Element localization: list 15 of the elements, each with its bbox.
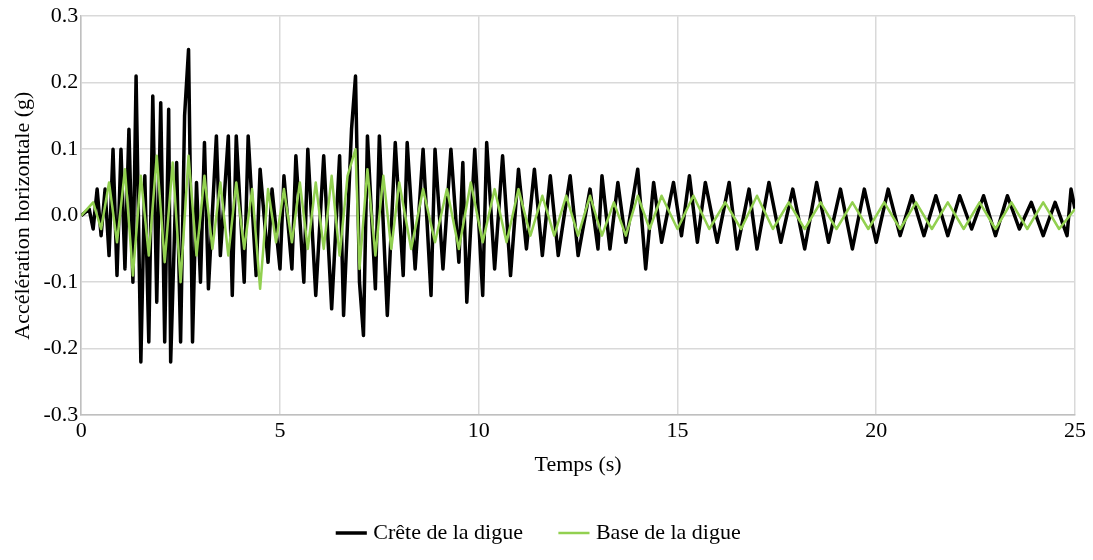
y-tick-label: 0.1 (50, 134, 79, 160)
x-tick-label: 10 (467, 417, 490, 443)
y-tick-label: -0.2 (43, 334, 79, 360)
legend-label: Crête de la digue (373, 518, 523, 544)
y-tick-label: 0.2 (50, 68, 79, 94)
x-axis-title: Temps (s) (534, 450, 622, 476)
y-tick-label: 0.0 (50, 201, 79, 227)
y-tick-label: -0.1 (43, 267, 79, 293)
x-tick-label: 5 (274, 417, 286, 443)
y-axis-title: Accélération horizontale (g) (8, 91, 34, 340)
legend-label: Base de la digue (595, 518, 741, 544)
x-tick-label: 20 (865, 417, 888, 443)
x-tick-label: 15 (666, 417, 689, 443)
y-tick-label: 0.3 (50, 1, 79, 27)
x-tick-label: 25 (1064, 417, 1086, 443)
